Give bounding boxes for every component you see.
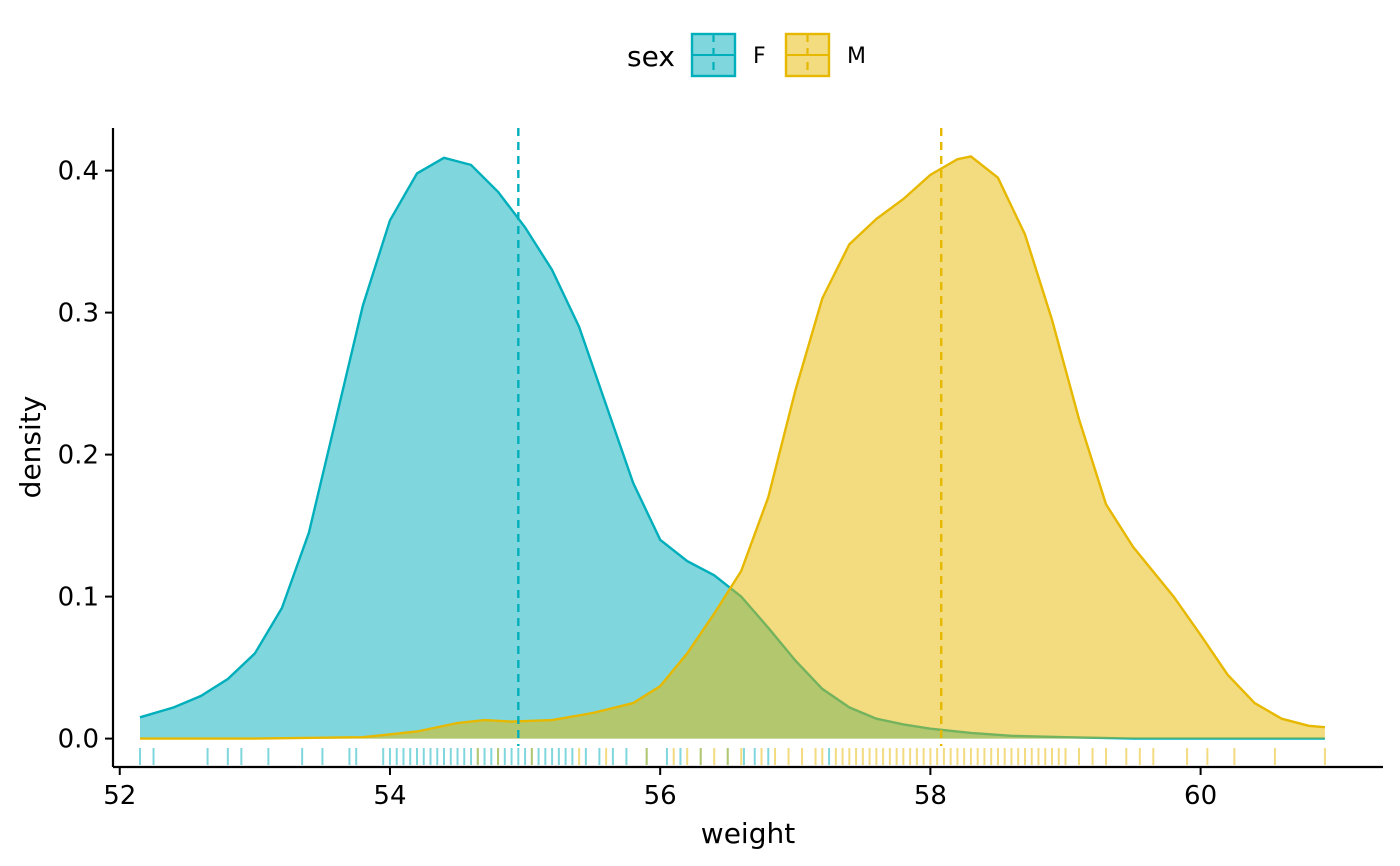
y-tick-label: 0.2 xyxy=(58,441,99,471)
rug-marks xyxy=(139,748,1326,765)
density-line-m xyxy=(140,155,1326,740)
x-tick-label: 54 xyxy=(373,781,406,811)
x-tick-label: 60 xyxy=(1184,781,1217,811)
y-axis-ticks: 0.0 0.1 0.2 0.3 0.4 xyxy=(58,157,113,755)
x-axis-ticks: 52 54 56 58 60 xyxy=(103,767,1217,811)
density-fills xyxy=(139,155,1326,740)
legend-key-f: F xyxy=(690,32,766,78)
y-tick-label: 0.0 xyxy=(58,725,99,755)
x-axis-title: weight xyxy=(701,817,795,850)
legend-key-m: M xyxy=(784,32,866,78)
y-tick-label: 0.4 xyxy=(58,157,99,187)
density-area-f xyxy=(140,157,1325,739)
legend-label-f: F xyxy=(753,44,766,69)
y-tick-label: 0.1 xyxy=(58,583,99,613)
x-tick-label: 58 xyxy=(914,781,947,811)
density-area-m xyxy=(140,156,1325,739)
x-tick-label: 56 xyxy=(644,781,677,811)
x-tick-label: 52 xyxy=(103,781,136,811)
legend-title: sex xyxy=(627,40,675,73)
legend-label-m: M xyxy=(847,44,866,69)
y-tick-label: 0.3 xyxy=(58,299,99,329)
mean-lines xyxy=(517,128,943,746)
axes: 52 54 56 58 60 0.0 0.1 0.2 0.3 0.4 xyxy=(58,128,1383,811)
y-axis-title: density xyxy=(14,396,47,499)
